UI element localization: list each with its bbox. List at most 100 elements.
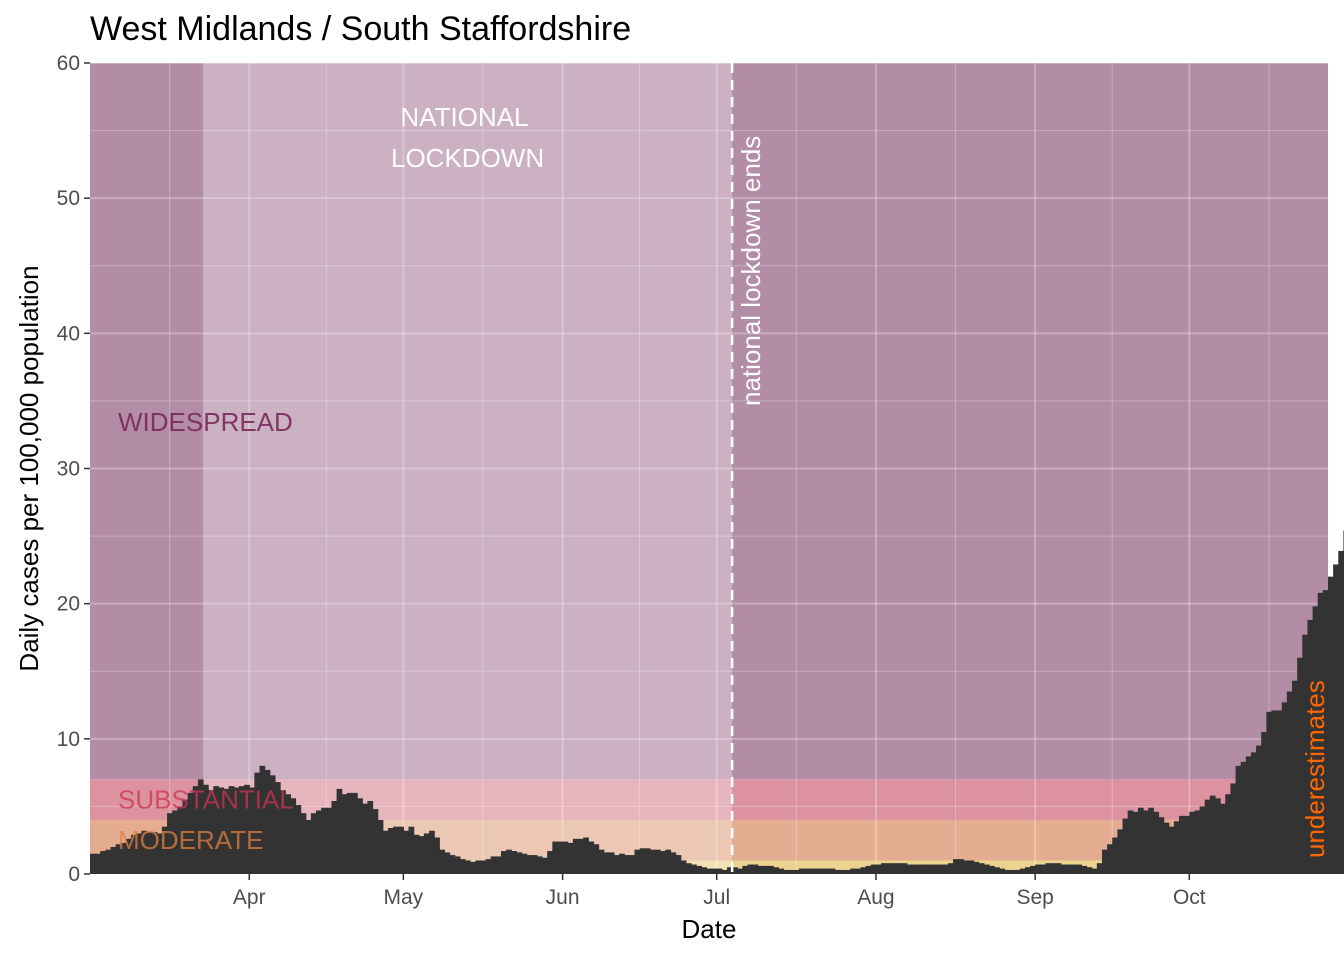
bar bbox=[660, 851, 666, 874]
bar bbox=[475, 860, 482, 874]
bar bbox=[511, 851, 517, 874]
bar bbox=[485, 859, 492, 874]
bar bbox=[295, 805, 302, 874]
bar bbox=[829, 868, 836, 874]
bar bbox=[1328, 576, 1334, 874]
bar bbox=[1091, 868, 1098, 874]
bar bbox=[387, 828, 394, 874]
lockdown-label-line-2: LOCKDOWN bbox=[391, 143, 544, 173]
bar bbox=[490, 856, 497, 874]
bar bbox=[105, 849, 112, 874]
bar bbox=[393, 826, 399, 874]
bar bbox=[1071, 864, 1077, 874]
bar bbox=[305, 819, 312, 874]
bar bbox=[372, 809, 379, 874]
y-tick-label: 40 bbox=[57, 322, 80, 345]
bar bbox=[125, 838, 132, 874]
bar bbox=[762, 865, 769, 874]
bar bbox=[804, 868, 810, 874]
bar bbox=[1225, 794, 1231, 874]
bar bbox=[778, 868, 785, 874]
bar bbox=[146, 832, 153, 874]
bar bbox=[1153, 811, 1160, 874]
bar bbox=[1143, 810, 1149, 874]
bar bbox=[685, 863, 692, 874]
bar bbox=[321, 807, 327, 874]
bar bbox=[783, 869, 790, 874]
bar bbox=[161, 826, 168, 874]
x-tick-label: Sep bbox=[1017, 886, 1054, 909]
bar bbox=[259, 765, 266, 874]
bar bbox=[300, 813, 307, 874]
bar bbox=[947, 863, 954, 874]
bar bbox=[578, 838, 584, 874]
bar bbox=[208, 790, 214, 874]
bar bbox=[701, 867, 708, 874]
bar bbox=[172, 810, 178, 874]
y-tick-label: 0 bbox=[68, 863, 80, 886]
chart-title: West Midlands / South Staffordshire bbox=[90, 10, 631, 48]
bar bbox=[675, 855, 682, 874]
bar bbox=[1019, 868, 1026, 874]
y-tick-label: 50 bbox=[57, 187, 80, 210]
bar bbox=[290, 798, 297, 874]
bar bbox=[732, 867, 738, 874]
bar bbox=[531, 855, 538, 874]
bar bbox=[716, 868, 723, 874]
bar bbox=[824, 868, 831, 874]
bar bbox=[151, 832, 158, 874]
bar bbox=[953, 859, 959, 874]
bar bbox=[1024, 867, 1031, 874]
bar bbox=[141, 830, 148, 874]
bar bbox=[932, 864, 939, 874]
bar bbox=[896, 863, 903, 874]
bar bbox=[1173, 821, 1180, 874]
bar bbox=[136, 833, 142, 874]
bar bbox=[922, 864, 928, 874]
y-tick-label: 10 bbox=[57, 728, 80, 751]
bar bbox=[906, 864, 913, 874]
bar bbox=[480, 860, 487, 874]
band-0 bbox=[90, 63, 1328, 780]
bar bbox=[542, 857, 548, 874]
bar bbox=[608, 852, 615, 874]
bar bbox=[495, 856, 502, 874]
bar bbox=[203, 784, 209, 874]
bar bbox=[1256, 745, 1262, 874]
bar bbox=[331, 801, 338, 874]
bar bbox=[1050, 863, 1057, 874]
bar bbox=[1060, 864, 1067, 874]
bar bbox=[891, 863, 898, 874]
bar bbox=[845, 869, 851, 874]
bar bbox=[403, 830, 410, 874]
bar bbox=[917, 864, 923, 874]
bar bbox=[1307, 619, 1314, 874]
bar bbox=[1004, 869, 1011, 874]
bar bbox=[1122, 818, 1129, 874]
bar bbox=[881, 863, 887, 874]
bar bbox=[1137, 807, 1144, 874]
bar bbox=[1014, 869, 1021, 874]
bar bbox=[1112, 837, 1118, 874]
plot-panel: WIDESPREAD SUBSTANTIAL MODERATE national l… bbox=[90, 62, 1344, 875]
bar bbox=[665, 849, 672, 874]
bar bbox=[100, 851, 107, 874]
bar bbox=[182, 799, 189, 874]
bar bbox=[680, 860, 687, 874]
y-tick-label: 20 bbox=[57, 593, 80, 616]
bar bbox=[1168, 826, 1175, 874]
bar bbox=[670, 852, 677, 874]
bar bbox=[773, 867, 779, 874]
bar bbox=[526, 855, 533, 874]
bar bbox=[1040, 864, 1047, 874]
bar bbox=[742, 865, 749, 874]
bar bbox=[798, 868, 805, 874]
bar bbox=[218, 787, 225, 874]
bar bbox=[1209, 795, 1216, 874]
bar bbox=[449, 855, 456, 874]
y-axis: 0 10 20 30 40 50 60 bbox=[57, 52, 90, 886]
band-label: MODERATE bbox=[118, 825, 263, 855]
bar bbox=[593, 844, 600, 874]
bar bbox=[691, 864, 697, 874]
